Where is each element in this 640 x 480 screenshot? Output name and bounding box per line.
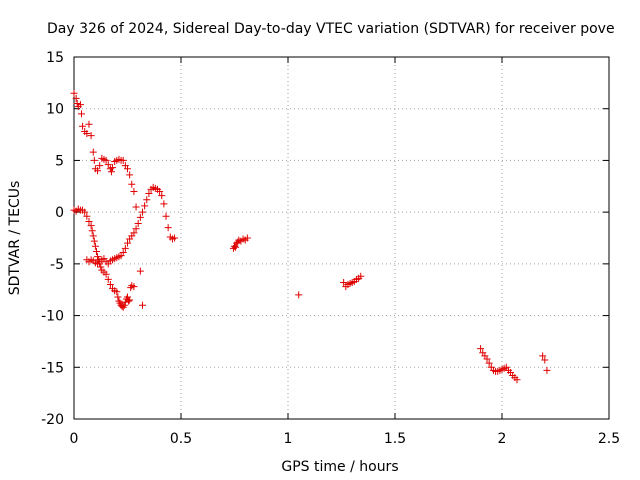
- data-point: [513, 376, 521, 384]
- data-point: [92, 247, 100, 255]
- data-point: [73, 100, 81, 108]
- data-point: [106, 281, 114, 289]
- data-point: [162, 212, 170, 220]
- data-point: [121, 298, 129, 306]
- data-point: [125, 297, 133, 305]
- data-point: [90, 156, 98, 164]
- data-point: [138, 208, 146, 216]
- data-point: [158, 192, 166, 200]
- data-point: [141, 202, 149, 210]
- data-point: [97, 263, 105, 271]
- data-point: [85, 120, 93, 128]
- x-tick-label: 0.5: [170, 431, 192, 447]
- data-point: [121, 244, 129, 252]
- data-point: [120, 301, 128, 309]
- data-point: [128, 180, 136, 188]
- data-point: [72, 94, 80, 102]
- data-point: [483, 355, 491, 363]
- data-point: [477, 345, 485, 353]
- x-axis-label: GPS time / hours: [281, 459, 398, 475]
- data-point: [130, 283, 138, 291]
- x-axis: 0 0.5 1 1.5 2 2.5: [70, 57, 620, 447]
- y-tick-label: -5: [50, 257, 64, 273]
- data-point: [126, 296, 134, 304]
- data-point: [113, 288, 121, 296]
- data-point: [83, 130, 91, 138]
- data-point: [143, 196, 151, 204]
- data-point: [70, 89, 78, 97]
- data-point: [132, 203, 140, 211]
- y-tick-label: 5: [55, 153, 64, 169]
- data-series: [70, 89, 551, 384]
- data-point: [138, 301, 146, 309]
- grid: [74, 57, 609, 419]
- data-point: [114, 293, 122, 301]
- data-point: [136, 267, 144, 275]
- data-point: [81, 208, 89, 216]
- data-point: [124, 165, 131, 173]
- data-point: [171, 234, 179, 242]
- data-point: [90, 237, 98, 245]
- data-point: [295, 291, 303, 299]
- data-point: [88, 227, 96, 235]
- data-point: [94, 167, 102, 175]
- data-point: [243, 234, 251, 242]
- data-point: [124, 239, 131, 247]
- chart-title: Day 326 of 2024, Sidereal Day-to-day VTE…: [47, 21, 615, 37]
- y-axis: -20 -15 -10 -5 0 5 10 15: [41, 50, 609, 428]
- data-point: [357, 272, 365, 280]
- x-tick-label: 1: [284, 431, 293, 447]
- data-point: [102, 156, 110, 164]
- data-point: [89, 232, 97, 240]
- data-point: [130, 229, 138, 237]
- y-tick-label: -20: [41, 412, 64, 428]
- data-point: [109, 164, 117, 172]
- data-point: [136, 213, 144, 221]
- data-point: [89, 148, 97, 156]
- y-axis-label: SDTVAR / TECUs: [7, 181, 23, 296]
- data-point: [102, 270, 110, 278]
- data-point: [119, 248, 127, 256]
- data-point: [76, 101, 84, 109]
- data-point: [134, 220, 142, 228]
- data-point: [94, 253, 102, 261]
- data-point: [130, 187, 138, 195]
- data-point: [85, 217, 93, 225]
- data-point: [340, 278, 348, 286]
- plot-frame: [73, 56, 610, 420]
- data-point: [83, 212, 91, 220]
- data-point: [87, 222, 95, 230]
- data-point: [126, 171, 134, 179]
- data-point: [96, 162, 104, 170]
- data-point: [541, 356, 549, 364]
- x-tick-label: 2.5: [598, 431, 620, 447]
- data-point: [485, 359, 493, 367]
- data-point: [77, 110, 85, 118]
- data-point: [232, 243, 240, 251]
- y-tick-label: -10: [41, 309, 64, 325]
- data-point: [539, 352, 547, 360]
- data-point: [107, 168, 115, 176]
- data-point: [104, 161, 112, 169]
- data-point: [119, 156, 127, 164]
- x-tick-label: 1.5: [384, 431, 406, 447]
- y-tick-label: 10: [46, 102, 64, 118]
- data-point: [160, 200, 168, 208]
- data-point: [543, 366, 551, 374]
- data-point: [145, 190, 153, 198]
- data-point: [79, 122, 87, 130]
- data-point: [87, 132, 95, 140]
- data-point: [156, 187, 164, 195]
- x-tick-label: 2: [498, 431, 507, 447]
- data-point: [91, 242, 99, 250]
- y-tick-label: 0: [55, 205, 64, 221]
- data-point: [132, 225, 140, 233]
- data-point: [164, 224, 172, 232]
- data-point: [104, 275, 112, 283]
- x-tick-label: 0: [70, 431, 79, 447]
- y-tick-label: -15: [41, 360, 64, 376]
- y-tick-label: 15: [46, 50, 64, 66]
